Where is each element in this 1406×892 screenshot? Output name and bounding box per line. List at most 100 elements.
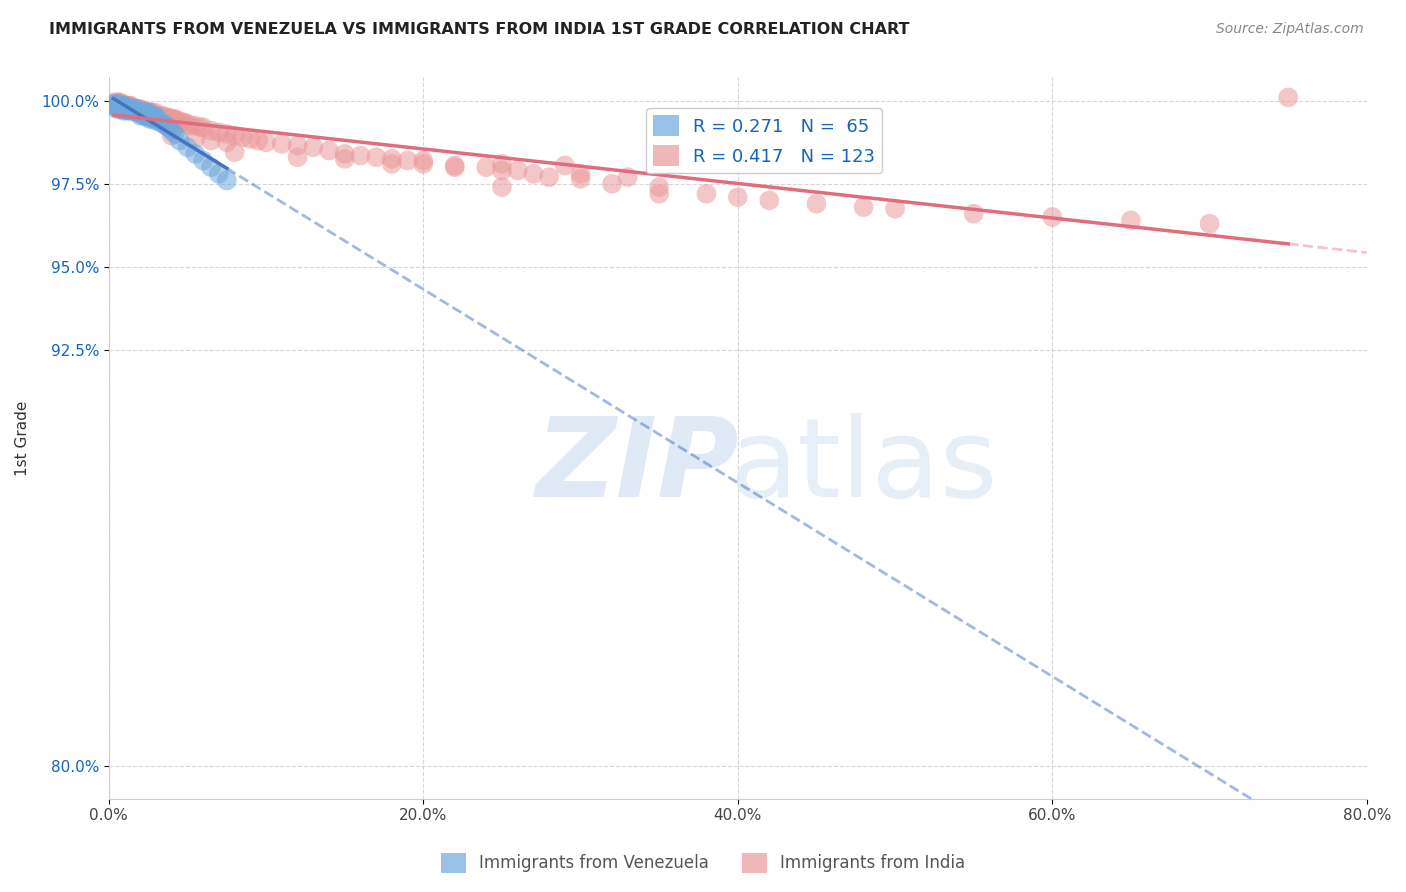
Point xyxy=(180,119,202,133)
Point xyxy=(127,102,149,116)
Point xyxy=(224,145,246,160)
Point xyxy=(569,167,592,181)
Point xyxy=(118,100,141,114)
Point xyxy=(136,105,159,120)
Point xyxy=(131,103,153,118)
Point xyxy=(108,98,131,112)
Point xyxy=(302,140,325,154)
Point xyxy=(105,95,128,110)
Point xyxy=(600,177,623,191)
Legend: R = 0.271   N =  65, R = 0.417   N = 123: R = 0.271 N = 65, R = 0.417 N = 123 xyxy=(647,108,883,173)
Point xyxy=(132,105,155,120)
Point xyxy=(124,102,146,116)
Point xyxy=(138,105,160,120)
Point xyxy=(108,95,131,110)
Point xyxy=(122,102,145,116)
Point xyxy=(208,167,231,181)
Point xyxy=(169,115,191,129)
Point xyxy=(143,112,166,126)
Point xyxy=(143,109,166,123)
Point xyxy=(121,102,143,116)
Point xyxy=(648,180,671,194)
Point xyxy=(184,119,207,133)
Point xyxy=(188,120,211,135)
Point xyxy=(148,109,170,123)
Point xyxy=(122,103,145,118)
Point xyxy=(963,207,986,221)
Point xyxy=(107,97,129,112)
Point xyxy=(142,109,165,123)
Point xyxy=(554,159,576,173)
Point xyxy=(121,102,143,116)
Point xyxy=(136,111,159,125)
Point xyxy=(173,115,195,129)
Point xyxy=(215,127,238,141)
Point xyxy=(135,105,157,120)
Y-axis label: 1st Grade: 1st Grade xyxy=(15,401,30,475)
Point xyxy=(224,128,246,143)
Point xyxy=(129,105,152,120)
Point xyxy=(120,102,142,116)
Point xyxy=(131,105,153,120)
Point xyxy=(184,132,207,146)
Point xyxy=(149,115,172,129)
Point xyxy=(146,109,169,123)
Point xyxy=(648,186,671,201)
Point xyxy=(1119,213,1142,227)
Point xyxy=(366,150,388,164)
Point xyxy=(184,147,207,161)
Point xyxy=(176,117,198,131)
Point xyxy=(146,112,169,126)
Point xyxy=(110,102,132,116)
Point xyxy=(208,125,231,139)
Point xyxy=(215,135,238,149)
Point xyxy=(155,111,177,125)
Point xyxy=(118,102,141,116)
Point xyxy=(852,200,875,214)
Text: IMMIGRANTS FROM VENEZUELA VS IMMIGRANTS FROM INDIA 1ST GRADE CORRELATION CHART: IMMIGRANTS FROM VENEZUELA VS IMMIGRANTS … xyxy=(49,22,910,37)
Point xyxy=(149,111,172,125)
Point xyxy=(135,105,157,120)
Point xyxy=(1198,217,1220,231)
Point xyxy=(111,98,134,112)
Point xyxy=(128,105,150,120)
Point xyxy=(475,160,498,174)
Point xyxy=(200,123,222,137)
Point xyxy=(412,157,434,171)
Point xyxy=(287,150,309,164)
Point xyxy=(127,103,149,118)
Point xyxy=(134,109,156,123)
Point xyxy=(333,147,356,161)
Point xyxy=(136,105,159,120)
Point xyxy=(117,98,139,112)
Point xyxy=(114,100,136,114)
Point xyxy=(132,103,155,118)
Point xyxy=(254,135,277,149)
Text: ZIP: ZIP xyxy=(536,414,740,520)
Point xyxy=(239,132,262,146)
Point xyxy=(110,97,132,112)
Point xyxy=(121,100,143,114)
Point xyxy=(884,202,907,216)
Point xyxy=(215,173,238,187)
Point xyxy=(108,98,131,112)
Point xyxy=(105,97,128,112)
Text: Source: ZipAtlas.com: Source: ZipAtlas.com xyxy=(1216,22,1364,37)
Point xyxy=(162,112,184,126)
Point xyxy=(114,102,136,116)
Point xyxy=(111,98,134,112)
Point xyxy=(105,100,128,114)
Point xyxy=(159,112,181,126)
Point xyxy=(111,97,134,112)
Point xyxy=(200,160,222,174)
Point xyxy=(128,102,150,116)
Point xyxy=(120,102,142,116)
Point xyxy=(108,100,131,114)
Point xyxy=(135,105,157,120)
Point xyxy=(134,105,156,120)
Point xyxy=(136,109,159,123)
Point xyxy=(318,144,340,158)
Point xyxy=(129,109,152,123)
Point xyxy=(145,109,167,123)
Point xyxy=(157,111,180,125)
